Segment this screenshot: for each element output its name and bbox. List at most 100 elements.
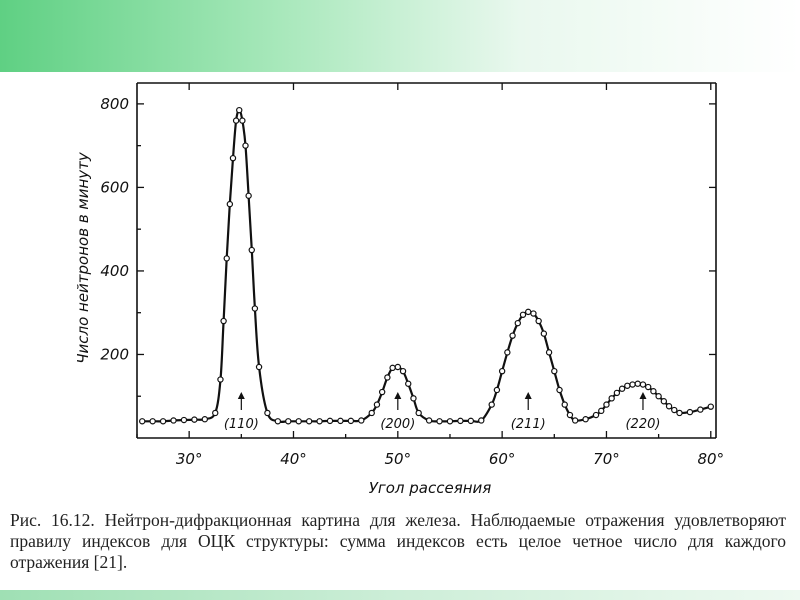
y-axis: 200 400 600 800 [100, 95, 716, 397]
data-point [598, 407, 605, 415]
y-tick-label: 600 [100, 178, 129, 196]
data-point [509, 332, 516, 339]
data-point [373, 401, 381, 408]
data-point [446, 418, 454, 425]
x-tick-label: 80° [697, 450, 724, 468]
data-point [545, 349, 553, 356]
x-tick-label: 70° [593, 450, 620, 468]
data-point [378, 388, 386, 396]
chart-frame [136, 82, 717, 439]
curve-line [142, 108, 712, 424]
data-point [425, 417, 433, 424]
data-point [582, 416, 589, 423]
x-tick-label: 30° [176, 450, 203, 468]
x-axis: 30° 40° 50° 60° 70° 80° [136, 83, 724, 468]
data-point [316, 418, 323, 425]
data-point [217, 376, 224, 383]
data-point [415, 409, 422, 417]
data-point [634, 380, 641, 387]
data-point [236, 106, 243, 114]
y-tick-label: 800 [100, 95, 129, 113]
data-point [650, 388, 657, 395]
data-point [697, 406, 704, 413]
data-point [551, 367, 558, 375]
data-point [561, 401, 568, 408]
data-point [245, 192, 252, 199]
x-axis-title: Угол рассеяния [369, 479, 492, 497]
data-point [305, 418, 313, 425]
peak-label: (110) [224, 417, 259, 432]
data-point [255, 363, 263, 371]
data-point [170, 417, 177, 424]
data-point [644, 383, 652, 391]
data-point [159, 418, 167, 425]
data-point [405, 380, 412, 387]
x-tick-label: 60° [489, 450, 516, 468]
y-tick-label: 200 [100, 345, 129, 363]
data-point [180, 416, 188, 424]
data-point [220, 317, 227, 325]
x-tick-label: 40° [280, 450, 307, 468]
neutron-diffraction-chart: 30° 40° 50° 60° 70° 80° 200 400 600 800 (110) (20… [74, 82, 724, 497]
data-point [347, 417, 355, 425]
peak-label: (200) [380, 417, 415, 432]
data-point [191, 416, 198, 423]
data-point [571, 417, 579, 424]
data-point [498, 367, 506, 375]
data-point [488, 401, 495, 408]
figure-caption: Рис. 16.12. Нейтрон-дифракционная картин… [10, 510, 786, 572]
data-point [655, 393, 662, 400]
data-point [535, 317, 542, 325]
peak-label: (211) [511, 417, 546, 432]
data-point [410, 395, 417, 402]
data-point [248, 246, 255, 254]
data-point [201, 416, 209, 423]
data-point [608, 395, 615, 402]
peak-arrow-head [639, 392, 647, 399]
data-point [226, 200, 234, 208]
data-point [624, 382, 631, 389]
data-point [384, 374, 391, 381]
data-point [629, 381, 636, 388]
data-point [326, 417, 334, 425]
peak-annotations: (110) (200) (211) (220) [224, 392, 660, 432]
data-point [242, 142, 249, 149]
data-point [285, 418, 292, 425]
data-point [530, 310, 537, 317]
data-point [274, 418, 282, 425]
data-point [556, 386, 563, 394]
data-point [686, 408, 694, 416]
data-point [358, 417, 365, 424]
bottom-gradient-band [0, 590, 800, 600]
data-point [212, 409, 219, 417]
data-point [337, 417, 344, 425]
data-point [478, 417, 485, 424]
peak-arrow-head [524, 392, 532, 399]
data-point [618, 385, 626, 392]
y-tick-label: 400 [100, 262, 129, 280]
data-point [639, 381, 647, 388]
data-point [251, 305, 259, 312]
data-point [603, 401, 610, 408]
x-tick-label: 50° [385, 450, 412, 468]
data-point [540, 330, 548, 337]
data-point [399, 367, 407, 375]
data-point [394, 363, 402, 371]
data-point [707, 403, 714, 410]
data-point [665, 403, 673, 410]
data-point [519, 311, 527, 318]
data-point [229, 154, 237, 162]
data-point [139, 418, 146, 425]
data-point [592, 411, 600, 419]
data-point [368, 409, 375, 417]
data-point [223, 255, 230, 262]
peak-arrow-head [394, 392, 402, 399]
peak-label: (220) [625, 417, 660, 432]
data-point [566, 411, 574, 419]
data-point [467, 417, 475, 425]
data-point [660, 398, 668, 405]
data-point [389, 364, 396, 372]
data-point [295, 418, 302, 425]
diffraction-curve [142, 108, 712, 424]
data-point [504, 349, 511, 356]
